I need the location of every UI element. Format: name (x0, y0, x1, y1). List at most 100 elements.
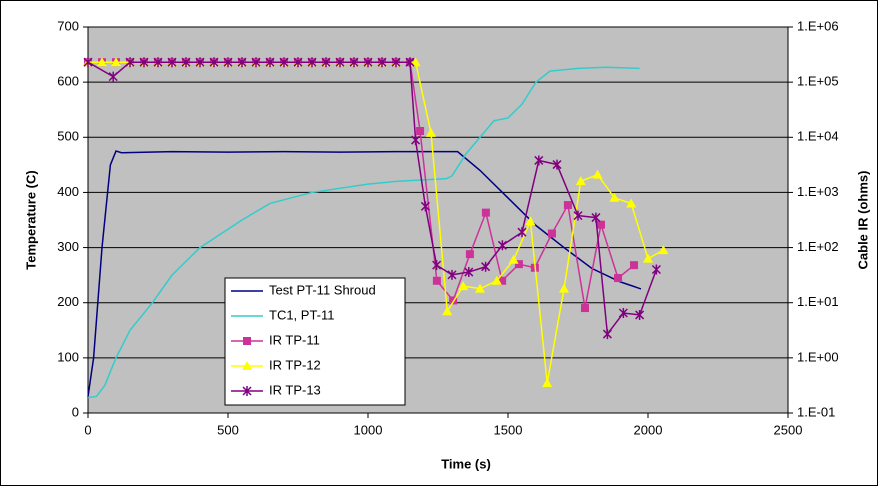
plot-area (87, 26, 789, 414)
data-point (517, 227, 527, 238)
data-point (643, 253, 653, 263)
legend-label: IR TP-12 (269, 357, 321, 372)
data-point (559, 283, 569, 293)
data-point (618, 308, 628, 319)
data-point (420, 201, 430, 212)
data-point (563, 201, 572, 210)
y2-tick-label: 1.E+02 (797, 239, 839, 254)
data-point (591, 212, 601, 223)
data-point (481, 208, 490, 217)
data-point (491, 275, 502, 285)
data-point (416, 127, 425, 136)
x-tick-label: 1500 (494, 422, 523, 437)
y2-tick-label: 1.E+06 (797, 18, 839, 33)
data-point (442, 306, 453, 316)
data-point (458, 281, 469, 291)
data-point (481, 261, 491, 272)
legend-label: Test PT-11 Shroud (269, 282, 376, 297)
series-line (87, 150, 642, 397)
data-point (508, 254, 519, 264)
legend-label: TC1, PT-11 (269, 307, 335, 322)
y-tick-label: 300 (57, 239, 79, 254)
data-point (449, 296, 458, 305)
data-point (363, 57, 373, 68)
data-point (242, 361, 252, 370)
x-tick-label: 2000 (634, 422, 663, 437)
y2-tick-label: 1.E+04 (797, 129, 839, 144)
data-point (349, 57, 359, 68)
data-point (658, 245, 669, 255)
data-point (475, 283, 485, 293)
data-point (251, 57, 261, 68)
x-tick-label: 1000 (354, 422, 383, 437)
data-point (581, 304, 589, 313)
x-tick-label: 2500 (774, 422, 803, 437)
data-point (265, 57, 275, 68)
data-point (293, 57, 303, 68)
data-point (498, 276, 507, 285)
y2-axis-title: Cable IR (ohms) (855, 171, 870, 270)
data-point (181, 57, 191, 68)
data-point (426, 127, 436, 137)
y-tick-label: 0 (72, 404, 79, 419)
x-tick-label: 500 (217, 422, 239, 437)
data-point (405, 57, 415, 68)
legend-label: IR TP-11 (269, 332, 320, 347)
data-point (592, 169, 603, 179)
data-point (335, 57, 345, 68)
data-point (153, 57, 163, 68)
data-point (139, 57, 149, 68)
data-point (575, 176, 586, 186)
y2-tick-label: 1.E-01 (797, 404, 835, 419)
y2-tick-label: 1.E+05 (797, 74, 839, 89)
y2-tick-label: 1.E+03 (797, 184, 839, 199)
data-point (391, 57, 401, 68)
data-point (514, 260, 523, 269)
data-point (83, 57, 93, 68)
data-point (307, 57, 317, 68)
data-point (547, 229, 556, 238)
data-point (195, 57, 205, 68)
data-point (321, 57, 331, 68)
data-point (237, 57, 247, 68)
data-point (167, 57, 177, 68)
data-point (542, 377, 553, 387)
data-point (243, 337, 251, 345)
data-point (596, 220, 605, 229)
y-tick-label: 400 (57, 184, 79, 199)
x-tick-label: 0 (84, 422, 91, 437)
y-tick-label: 500 (57, 129, 79, 144)
y-tick-label: 700 (57, 18, 79, 33)
data-point (552, 159, 562, 170)
y2-tick-label: 1.E+01 (797, 294, 839, 309)
data-point (209, 57, 219, 68)
data-point (614, 274, 623, 283)
data-point (432, 276, 441, 285)
data-point (410, 57, 421, 67)
data-point (651, 264, 661, 275)
data-point (108, 71, 118, 82)
data-point (242, 386, 252, 396)
data-point (411, 135, 421, 146)
data-point (525, 216, 536, 226)
data-point (602, 329, 612, 340)
y-tick-label: 100 (57, 349, 79, 364)
y2-tick-label: 1.E+00 (797, 349, 839, 364)
data-point (125, 57, 135, 68)
data-point (447, 269, 457, 280)
y-tick-label: 600 (57, 74, 79, 89)
data-point (635, 309, 645, 320)
data-point (609, 192, 620, 202)
y-tick-label: 200 (57, 294, 79, 309)
data-point (465, 250, 474, 259)
data-point (111, 57, 121, 67)
y-axis-title: Temperature (C) (23, 170, 38, 269)
data-point (279, 57, 289, 68)
data-point (464, 267, 474, 278)
data-point (223, 57, 233, 68)
data-point (432, 260, 442, 271)
data-point (377, 57, 387, 68)
legend-label: IR TP-13 (269, 382, 321, 397)
x-axis-title: Time (s) (441, 456, 491, 471)
